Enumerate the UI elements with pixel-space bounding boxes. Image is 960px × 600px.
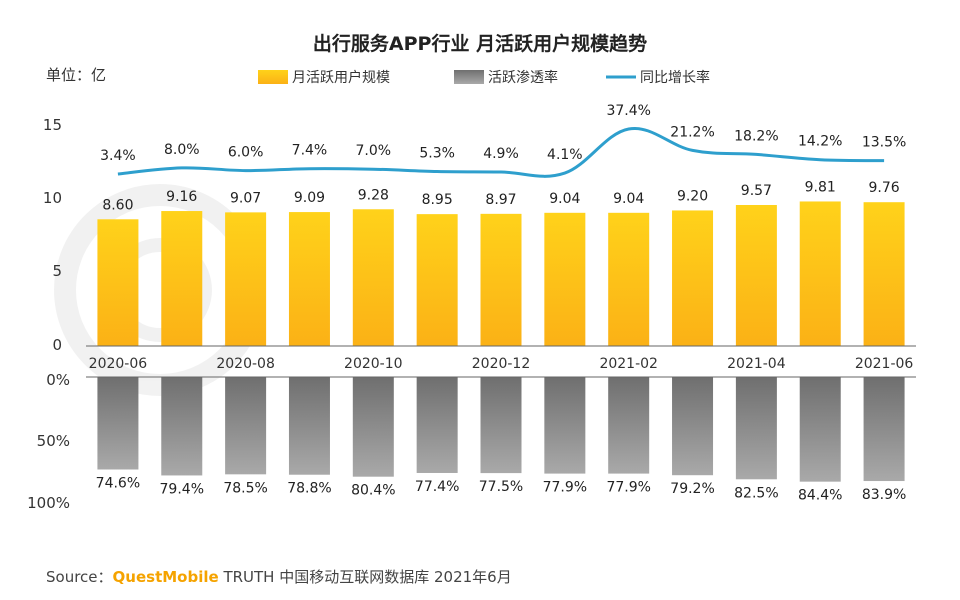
- penetration-bar: [97, 377, 139, 470]
- x-tick-label: 2020-10: [344, 356, 403, 372]
- penetration-bar: [608, 377, 650, 474]
- growth-value-label: 37.4%: [606, 103, 650, 119]
- source-footer: Source：QuestMobile TRUTH 中国移动互联网数据库 2021…: [46, 568, 512, 586]
- penetration-value-label: 80.4%: [351, 483, 395, 499]
- growth-value-label: 6.0%: [228, 145, 264, 161]
- source-brand: QuestMobile: [113, 568, 219, 586]
- unit-label: 单位：亿: [46, 66, 106, 84]
- penetration-bar: [672, 377, 714, 476]
- y-tick-label: 5: [52, 262, 62, 280]
- y-axis-top: 0 5 10 15: [43, 116, 62, 354]
- growth-value-label: 4.1%: [547, 147, 583, 163]
- legend-label-growth: 同比增长率: [640, 69, 710, 86]
- mau-value-label: 9.81: [805, 179, 836, 195]
- x-tick-label: 2020-08: [216, 356, 275, 372]
- penetration-value-label: 74.6%: [96, 476, 140, 492]
- penetration-series: 74.6% 79.4% 78.5% 78.8% 80.4% 77.4% 77.5% 77.9%…: [96, 377, 906, 504]
- mau-bar: [416, 214, 458, 346]
- x-tick-label: 2020-06: [89, 356, 148, 372]
- chart-title: 出行服务APP行业 月活跃用户规模趋势: [313, 32, 647, 55]
- mau-value-label: 9.16: [166, 189, 197, 205]
- penetration-bar: [161, 377, 203, 476]
- penetration-value-label: 79.4%: [160, 481, 204, 497]
- x-tick-label: 2021-06: [855, 356, 914, 372]
- growth-value-label: 14.2%: [798, 134, 842, 150]
- mau-bar: [544, 212, 586, 346]
- source-rest: TRUTH 中国移动互联网数据库 2021年6月: [219, 568, 512, 586]
- mau-value-label: 9.09: [294, 190, 325, 206]
- mau-value-label: 8.95: [422, 192, 453, 208]
- penetration-value-label: 82.5%: [734, 485, 778, 501]
- mau-value-label: 9.07: [230, 190, 261, 206]
- mau-series: 8.60 9.16 9.07 9.09 9.28 8.95 8.97 9.04 9.04 9.20…: [97, 179, 905, 346]
- growth-value-label: 5.3%: [419, 145, 455, 161]
- mau-value-label: 8.97: [485, 192, 516, 208]
- penetration-bar: [225, 377, 267, 475]
- growth-value-label: 13.5%: [862, 135, 906, 151]
- growth-series: 3.4% 8.0% 6.0% 7.4% 7.0% 5.3% 4.9% 4.1% 37.4% 21.…: [100, 103, 906, 178]
- penetration-bar: [288, 377, 330, 475]
- mau-bar: [735, 205, 777, 346]
- mau-bar: [608, 212, 650, 346]
- penetration-value-label: 78.8%: [287, 481, 331, 497]
- mau-value-label: 9.20: [677, 188, 708, 204]
- mau-value-label: 8.60: [102, 197, 133, 213]
- source-label: Source：: [46, 568, 113, 586]
- y-tick-label: 15: [43, 116, 62, 134]
- mau-bar: [288, 212, 330, 346]
- y-tick-label: 10: [43, 189, 62, 207]
- penetration-value-label: 83.9%: [862, 487, 906, 503]
- penetration-bar: [480, 377, 522, 474]
- mau-bar: [97, 219, 139, 346]
- mau-value-label: 9.04: [549, 191, 580, 207]
- mau-bar: [225, 212, 267, 346]
- mau-bar: [480, 213, 522, 346]
- penetration-value-label: 77.4%: [415, 479, 459, 495]
- x-tick-label: 2021-02: [599, 356, 658, 372]
- penetration-bar: [799, 377, 841, 482]
- penetration-bar: [544, 377, 586, 474]
- penetration-value-label: 77.5%: [479, 479, 523, 495]
- x-tick-label: 2020-12: [472, 356, 531, 372]
- growth-value-label: 8.0%: [164, 142, 200, 158]
- mau-bar: [863, 202, 905, 346]
- growth-line: [117, 127, 885, 178]
- growth-value-label: 18.2%: [734, 128, 778, 144]
- mau-bar: [672, 210, 714, 346]
- penetration-bar: [735, 377, 777, 480]
- y-tick-label: 0%: [46, 371, 70, 389]
- legend-swatch-mau: [258, 70, 288, 84]
- x-tick-label: 2021-04: [727, 356, 786, 372]
- y-axis-bottom: 0% 50% 100%: [27, 371, 70, 512]
- penetration-value-label: 77.9%: [606, 480, 650, 496]
- growth-value-label: 21.2%: [670, 124, 714, 140]
- mau-value-label: 9.76: [868, 180, 899, 196]
- penetration-value-label: 84.4%: [798, 488, 842, 504]
- x-axis: 2020-06 2020-08 2020-10 2020-12 2021-02 2021-…: [89, 356, 914, 372]
- mau-value-label: 9.28: [358, 187, 389, 203]
- penetration-value-label: 79.2%: [670, 481, 714, 497]
- penetration-bar: [863, 377, 905, 482]
- legend: 月活跃用户规模 活跃渗透率 同比增长率: [258, 69, 710, 86]
- penetration-value-label: 78.5%: [223, 480, 267, 496]
- growth-value-label: 3.4%: [100, 148, 136, 164]
- mau-bar: [352, 209, 394, 346]
- legend-label-mau: 月活跃用户规模: [292, 69, 390, 86]
- legend-swatch-penetration: [454, 70, 484, 84]
- penetration-bar: [416, 377, 458, 473]
- mau-bar: [161, 211, 203, 346]
- growth-value-label: 4.9%: [483, 146, 519, 162]
- y-tick-label: 50%: [37, 432, 70, 450]
- penetration-bar: [352, 377, 394, 477]
- growth-value-label: 7.4%: [292, 143, 328, 159]
- y-tick-label: 100%: [27, 494, 70, 512]
- mau-value-label: 9.04: [613, 191, 644, 207]
- mau-bar: [799, 201, 841, 346]
- legend-label-penetration: 活跃渗透率: [488, 69, 558, 86]
- y-tick-label: 0: [52, 336, 62, 354]
- penetration-value-label: 77.9%: [543, 480, 587, 496]
- growth-value-label: 7.0%: [356, 143, 392, 159]
- mau-value-label: 9.57: [741, 183, 772, 199]
